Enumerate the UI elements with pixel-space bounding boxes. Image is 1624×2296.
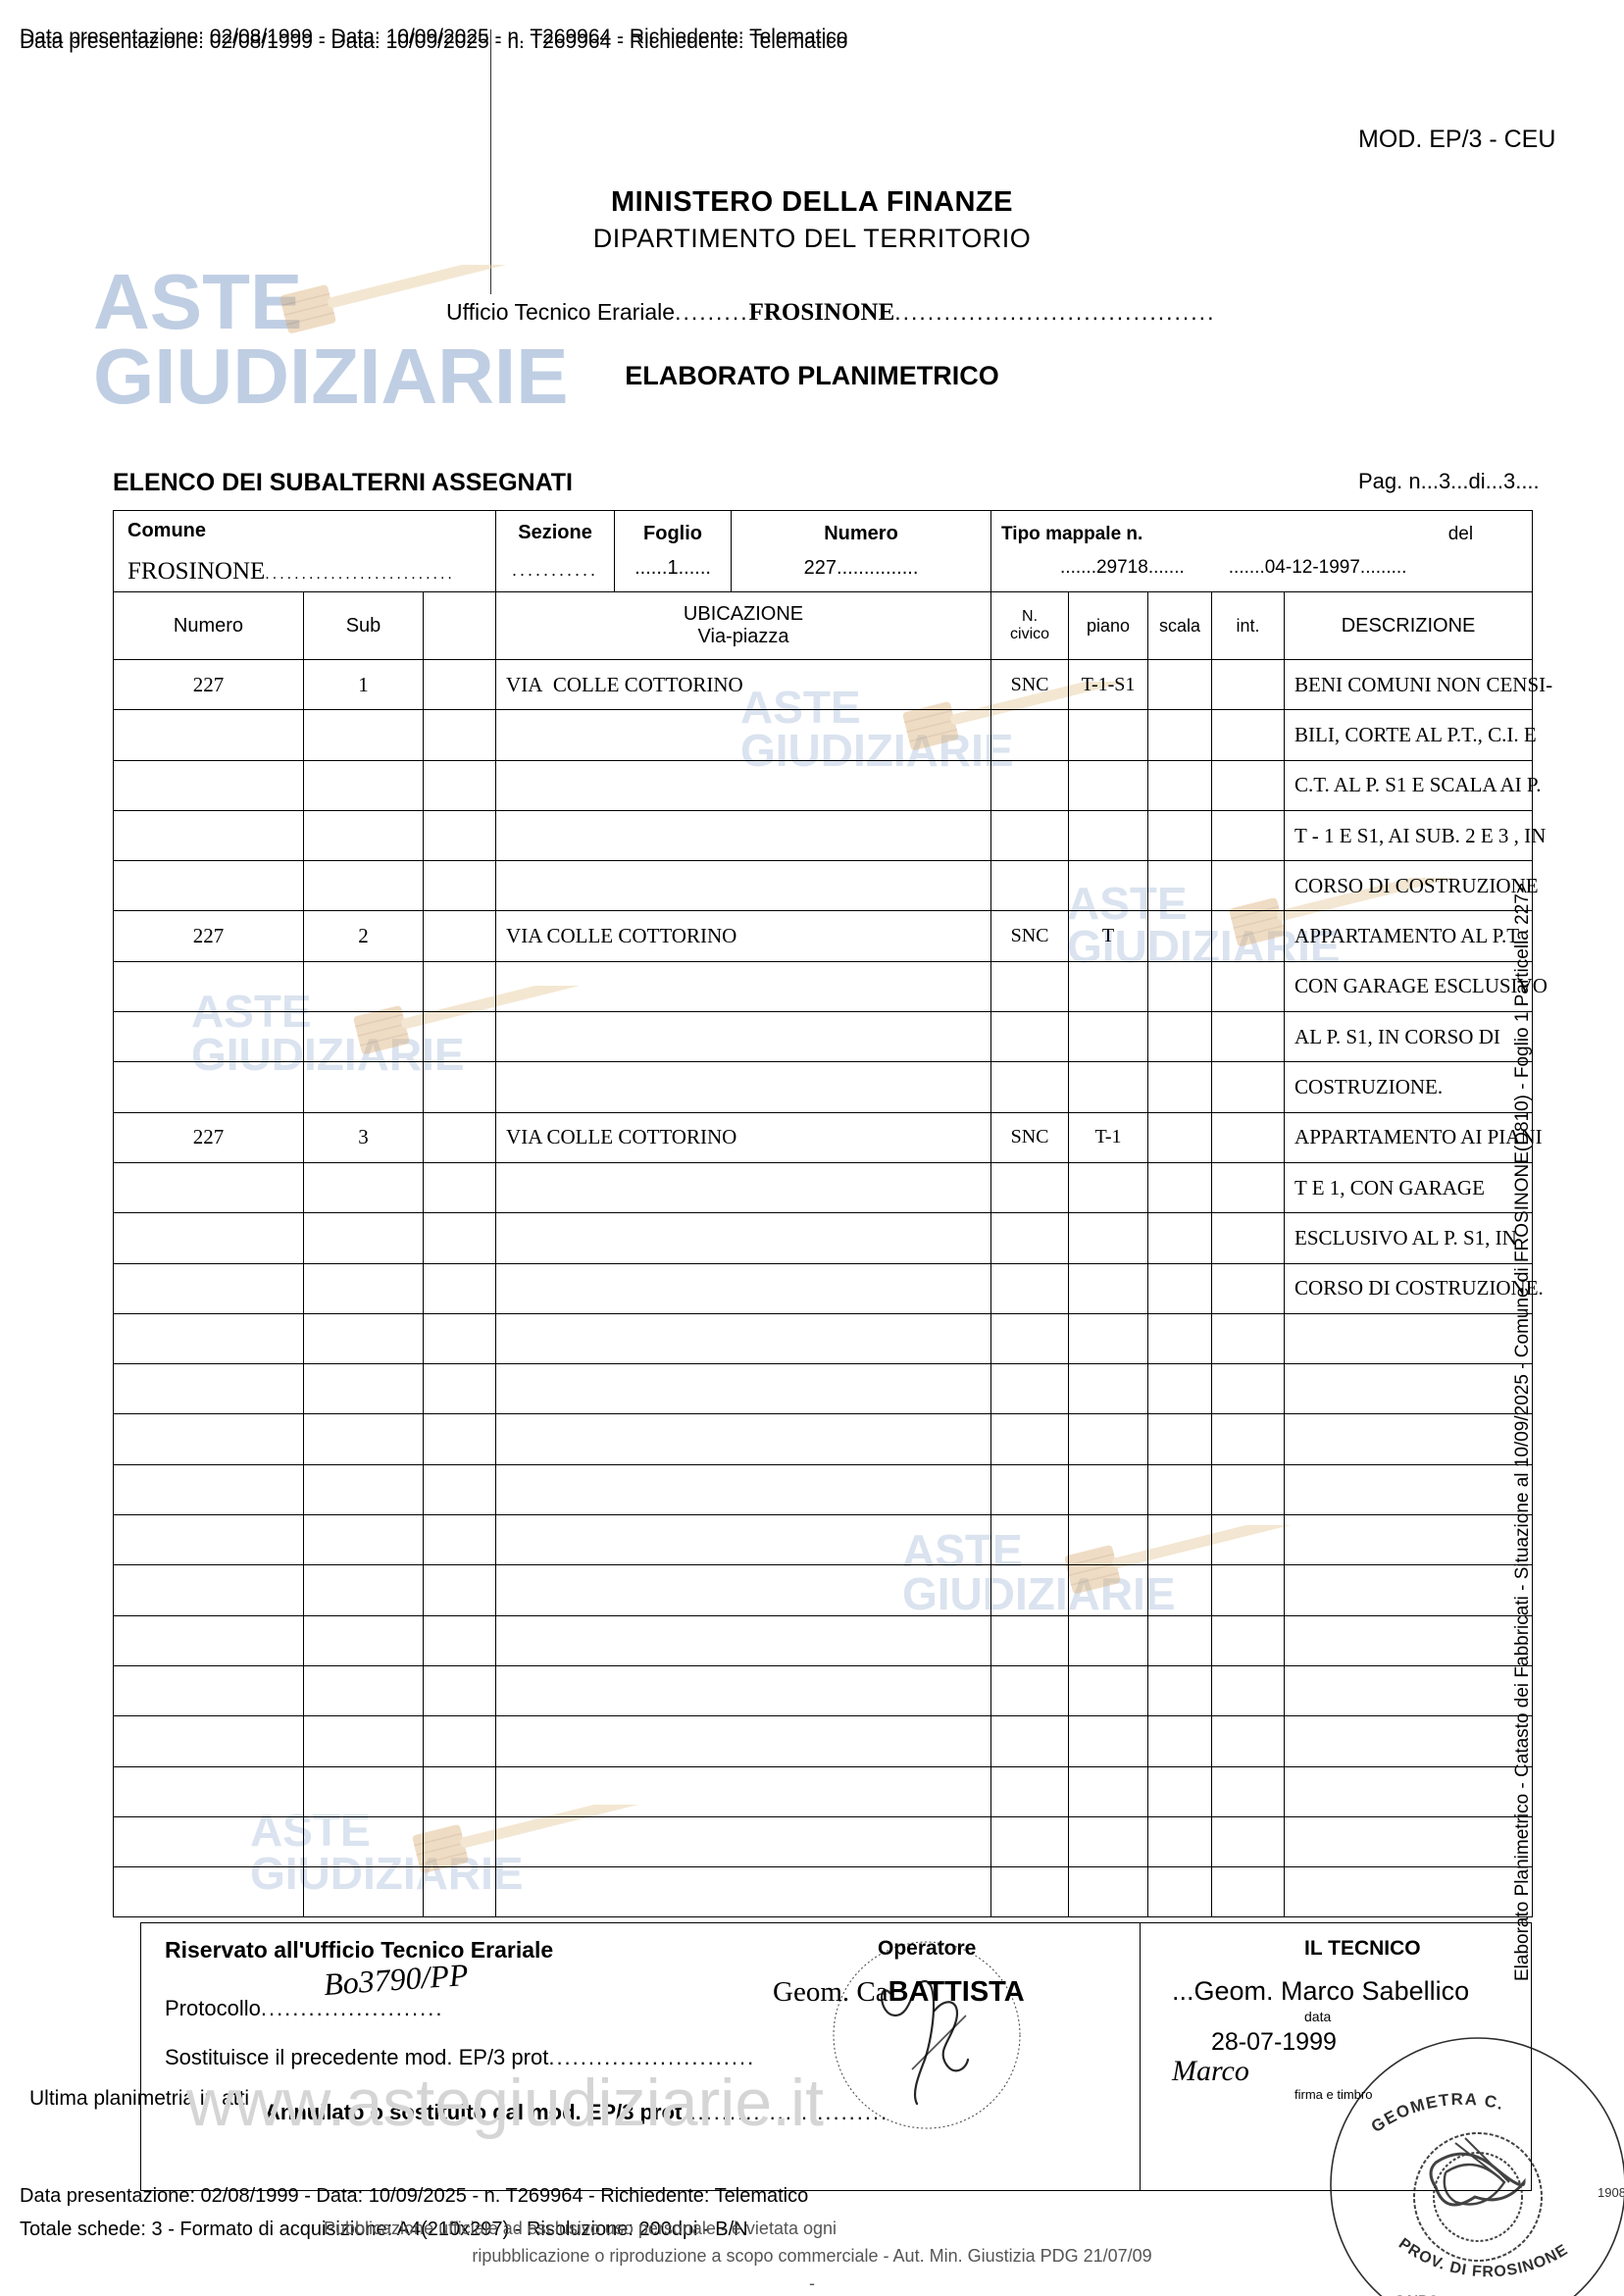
- svg-text:GEOMETRA C.: GEOMETRA C.: [1368, 2090, 1506, 2136]
- svg-text:1908: 1908: [1598, 2185, 1624, 2200]
